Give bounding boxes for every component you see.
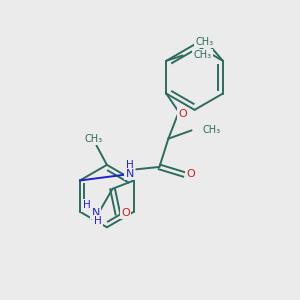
Text: CH₃: CH₃ [193, 50, 211, 61]
Text: O: O [186, 169, 195, 179]
Text: H: H [126, 160, 134, 170]
Text: N: N [125, 169, 134, 179]
Text: CH₃: CH₃ [195, 37, 213, 47]
Text: O: O [178, 109, 187, 119]
Text: H: H [94, 217, 101, 226]
Text: N: N [92, 208, 100, 218]
Text: CH₃: CH₃ [85, 134, 103, 144]
Text: CH₃: CH₃ [203, 125, 221, 135]
Text: O: O [121, 208, 130, 218]
Text: H: H [83, 200, 91, 210]
